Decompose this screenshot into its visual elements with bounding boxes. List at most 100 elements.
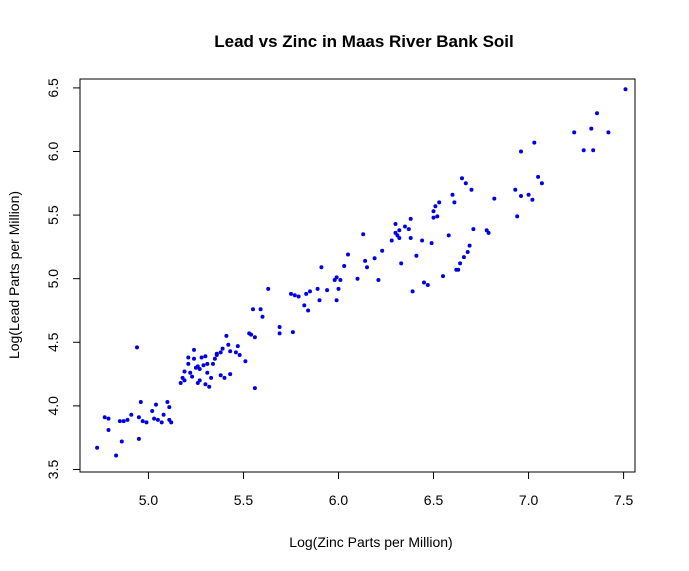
data-point [304,291,309,296]
x-axis-label: Log(Zinc Parts per Million) [289,534,452,550]
data-point [519,149,523,154]
data-point [249,332,254,337]
x-tick-label: 5.5 [234,492,254,508]
data-point [135,345,139,350]
data-point [138,400,143,404]
data-point [182,378,187,383]
data-point [380,248,385,253]
data-point [452,200,457,205]
data-point [346,252,350,257]
data-point [530,197,535,202]
data-point [365,265,369,270]
data-point [252,335,257,340]
data-point [106,416,111,421]
data-point [197,378,202,383]
y-tick-label: 6.0 [45,142,61,162]
data-point [117,419,122,424]
y-tick-label: 5.0 [45,269,61,289]
data-point [433,204,438,209]
y-tick-label: 6.5 [45,78,61,98]
data-point [205,370,210,375]
x-axis: 5.0 5.5 6.0 6.5 7.0 7.5 [139,471,634,508]
data-point [425,283,430,287]
data-point [519,194,523,198]
data-point [214,351,219,356]
data-point [140,419,145,424]
data-point [363,258,368,263]
data-point [606,130,611,135]
data-point [308,289,312,294]
data-point [420,238,425,243]
data-point [441,274,445,279]
data-point [169,420,174,425]
data-point [252,386,257,391]
data-point [450,192,455,197]
data-point [192,356,196,361]
data-point [222,375,227,380]
data-point [422,280,426,285]
y-axis-label: Log(Lead Parts per Million) [6,191,22,359]
data-point [199,355,204,360]
data-point [403,224,407,229]
data-point [251,307,255,312]
data-point [167,405,172,410]
data-point [431,209,436,214]
data-point [492,196,497,201]
data-point [589,126,594,131]
data-point [342,264,347,268]
x-tick-label: 7.5 [614,492,634,508]
data-point [226,342,231,347]
data-point [207,384,212,389]
data-point [119,439,124,444]
data-point [460,176,464,181]
data-point [623,87,628,92]
data-point [306,308,311,313]
data-point [186,361,191,366]
data-point [408,216,413,221]
data-point [446,233,451,238]
data-point [591,148,596,153]
x-tick-label: 5.0 [139,492,159,508]
data-point [235,344,240,349]
data-point [581,148,586,153]
data-point [220,346,225,351]
data-point [218,350,223,355]
data-point [376,278,381,282]
data-point [397,236,402,240]
data-point [289,291,293,296]
data-point [203,382,208,387]
data-point [458,261,463,266]
data-point [410,289,415,294]
y-tick-label: 4.5 [45,332,61,352]
data-point [467,243,472,248]
data-point [192,347,196,352]
y-tick-label: 5.5 [45,205,61,225]
data-point [513,187,518,192]
y-axis: 3.5 4.0 4.5 5.0 5.5 6.0 6.5 [45,78,81,479]
data-point [429,241,434,246]
data-point [159,420,164,425]
data-point [437,200,442,205]
data-point [95,445,100,450]
data-point [165,400,170,404]
data-point [150,409,155,413]
data-point [155,417,160,422]
data-point [121,419,126,424]
data-point [290,330,295,335]
data-point [186,355,191,360]
data-point [114,453,119,458]
data-point [325,288,330,293]
data-point [471,227,476,232]
data-point [336,286,341,291]
data-point [389,238,394,243]
data-point [461,255,466,260]
data-point [431,215,436,220]
data-point [102,415,107,420]
data-point [233,350,238,355]
data-point [197,367,202,371]
data-point [302,303,307,308]
data-point [182,369,187,374]
data-point [190,374,195,379]
data-point [408,236,413,240]
data-point [397,228,402,233]
